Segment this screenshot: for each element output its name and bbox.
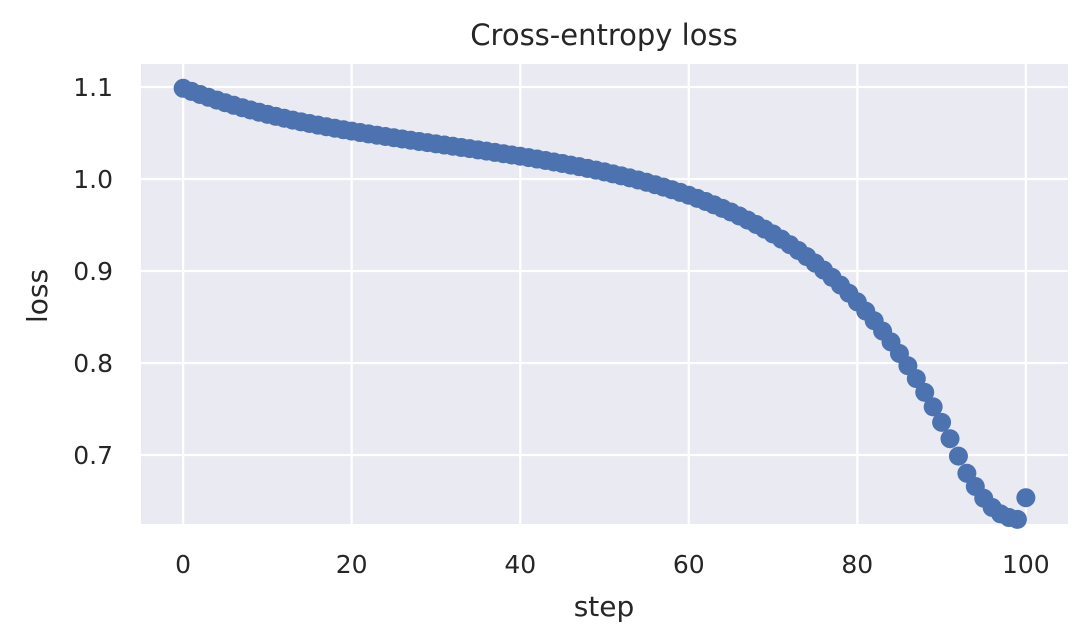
data-points: [173, 78, 1036, 529]
y-tick-label: 0.7: [73, 441, 113, 470]
data-point: [1016, 488, 1036, 508]
y-tick-label: 0.9: [73, 257, 113, 286]
chart-title: Cross-entropy loss: [470, 18, 737, 52]
x-tick-label: 0: [175, 550, 191, 579]
x-tick-label: 40: [504, 550, 536, 579]
x-tick-labels: 0 20 40 60 80 100: [175, 550, 1050, 579]
data-point: [932, 412, 952, 432]
data-point: [906, 369, 926, 389]
x-tick-label: 60: [673, 550, 705, 579]
y-tick-label: 1.0: [73, 165, 113, 194]
y-tick-label: 1.1: [73, 73, 113, 102]
x-tick-label: 20: [336, 550, 368, 579]
y-axis-label: loss: [21, 269, 54, 323]
x-axis-label: step: [574, 590, 635, 623]
y-tick-labels: 0.7 0.8 0.9 1.0 1.1: [73, 73, 113, 470]
y-tick-label: 0.8: [73, 349, 113, 378]
data-point: [940, 429, 960, 449]
data-point: [1007, 509, 1027, 529]
data-point: [923, 397, 943, 417]
x-tick-label: 100: [1002, 550, 1050, 579]
data-point: [948, 446, 968, 466]
x-tick-label: 80: [841, 550, 873, 579]
data-point: [915, 382, 935, 402]
plot-background: [141, 64, 1068, 524]
